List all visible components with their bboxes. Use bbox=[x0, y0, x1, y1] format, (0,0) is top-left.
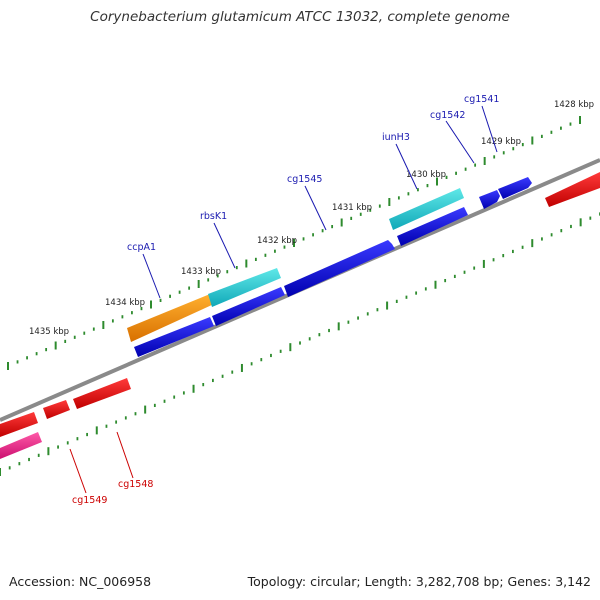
gene-label-ccpA1: ccpA1 bbox=[127, 242, 156, 253]
gene-label-rbsK1: rbsK1 bbox=[200, 211, 227, 222]
minus-strand-genes bbox=[0, 172, 600, 459]
scale-label-1431: 1431 kbp bbox=[332, 203, 372, 213]
gene-label-cg1541: cg1541 bbox=[464, 94, 499, 105]
gene-minus-pink[interactable] bbox=[0, 432, 42, 459]
scale-label-1430: 1430 kbp bbox=[406, 170, 446, 180]
gene-lane2-a[interactable] bbox=[134, 317, 214, 357]
scale-label-1429: 1429 kbp bbox=[481, 137, 521, 147]
gene-cg1541-arrow[interactable] bbox=[498, 177, 532, 199]
gene-ccpA1-orange[interactable] bbox=[127, 294, 214, 342]
gene-cg1542-arrow[interactable] bbox=[479, 190, 500, 209]
scale-labels: 1428 kbp 1429 kbp 1430 kbp 1431 kbp 1432… bbox=[29, 100, 594, 337]
gene-label-cg1548: cg1548 bbox=[118, 479, 153, 490]
gene-rbsK1-cyan[interactable] bbox=[208, 268, 281, 307]
gene-cg1545-arrow[interactable] bbox=[284, 240, 395, 297]
scale-label-1435: 1435 kbp bbox=[29, 327, 69, 337]
scale-label-1434: 1434 kbp bbox=[105, 298, 145, 308]
gene-cg1548-arrow[interactable] bbox=[73, 378, 131, 409]
gene-lane2-c[interactable] bbox=[397, 207, 468, 246]
gene-label-cg1549: cg1549 bbox=[72, 495, 107, 506]
plus-strand-genes bbox=[127, 177, 532, 357]
genome-summary-text: Topology: circular; Length: 3,282,708 bp… bbox=[247, 574, 591, 589]
gene-lane2-b[interactable] bbox=[212, 287, 285, 326]
gene-label-iunH3: iunH3 bbox=[382, 132, 410, 143]
gene-cg1549-arrow[interactable] bbox=[43, 400, 70, 419]
gene-label-cg1542: cg1542 bbox=[430, 110, 465, 121]
lower-tick-row bbox=[0, 212, 600, 476]
scale-label-1432: 1432 kbp bbox=[257, 236, 297, 246]
gene-minus-left[interactable] bbox=[0, 412, 38, 437]
map-title: Corynebacterium glutamicum ATCC 13032, c… bbox=[90, 9, 510, 25]
scale-label-1428: 1428 kbp bbox=[554, 100, 594, 110]
gene-iunH3-cyan[interactable] bbox=[389, 188, 464, 230]
scale-label-1433: 1433 kbp bbox=[181, 267, 221, 277]
gene-minus-right[interactable] bbox=[545, 172, 600, 207]
accession-text: Accession: NC_006958 bbox=[9, 574, 152, 589]
upper-tick-row bbox=[7, 116, 581, 370]
label-leaders bbox=[69, 105, 498, 494]
gene-label-cg1545: cg1545 bbox=[287, 174, 322, 185]
gene-labels: cg1541 cg1542 iunH3 cg1545 rbsK1 ccpA1 c… bbox=[72, 94, 499, 506]
